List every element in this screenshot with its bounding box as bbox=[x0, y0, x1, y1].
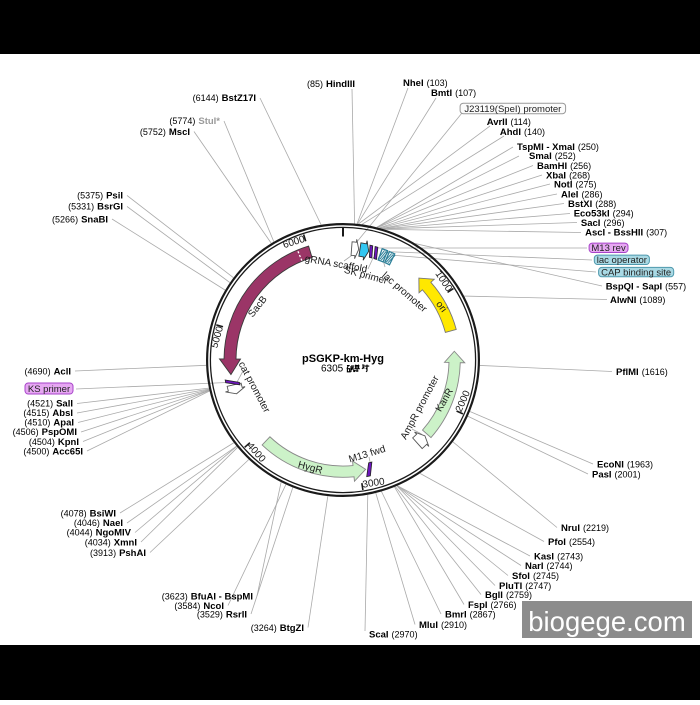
svg-text:(4510)ApaI: (4510) ApaI bbox=[24, 418, 74, 429]
svg-text:(3529)RsrII: (3529) RsrII bbox=[197, 609, 247, 620]
svg-text:3000: 3000 bbox=[362, 476, 386, 490]
svg-text:NotI(275): NotI (275) bbox=[554, 179, 596, 190]
svg-text:NruI(2219): NruI (2219) bbox=[561, 523, 609, 534]
svg-text:(4044)NgoMIV: (4044) NgoMIV bbox=[67, 528, 132, 539]
svg-text:ori: ori bbox=[433, 299, 448, 315]
svg-text:(3264)BtgZI: (3264) BtgZI bbox=[251, 623, 304, 634]
svg-text:(3913)PshAI: (3913) PshAI bbox=[90, 548, 146, 559]
svg-text:PfoI(2554): PfoI (2554) bbox=[548, 537, 595, 548]
svg-text:AscI - BssHII(307): AscI - BssHII (307) bbox=[585, 228, 667, 239]
svg-text:XbaI(268): XbaI (268) bbox=[546, 170, 590, 181]
svg-text:AlwNI(1089): AlwNI (1089) bbox=[610, 295, 665, 306]
svg-text:MluI(2910): MluI (2910) bbox=[419, 620, 467, 631]
svg-text:PluTI(2747): PluTI (2747) bbox=[499, 581, 551, 592]
svg-text:(4506)PspOMI: (4506) PspOMI bbox=[13, 427, 77, 438]
svg-text:PasI(2001): PasI (2001) bbox=[592, 469, 641, 480]
svg-text:(4504)KpnI: (4504) KpnI bbox=[29, 437, 79, 448]
svg-text:lac operator: lac operator bbox=[597, 255, 647, 266]
svg-text:biogege.com: biogege.com bbox=[528, 606, 685, 637]
svg-text:(4690)AclI: (4690) AclI bbox=[25, 366, 71, 377]
svg-text:PflMI(1616): PflMI (1616) bbox=[616, 367, 668, 378]
svg-text:AleI(286): AleI (286) bbox=[561, 189, 602, 200]
svg-text:(5375)PsiI: (5375) PsiI bbox=[77, 190, 123, 201]
svg-text:SacI(296): SacI (296) bbox=[581, 218, 625, 229]
svg-text:(85)HindIII: (85) HindIII bbox=[307, 79, 355, 90]
svg-text:BglI(2759): BglI (2759) bbox=[485, 590, 532, 601]
svg-text:Eco53kI(294): Eco53kI (294) bbox=[574, 209, 634, 220]
svg-text:(3584)NcoI: (3584) NcoI bbox=[174, 601, 224, 612]
svg-text:KasI(2743): KasI (2743) bbox=[534, 551, 583, 562]
svg-text:NheI(103): NheI (103) bbox=[403, 78, 448, 89]
svg-text:pSGKP-km-Hyg: pSGKP-km-Hyg bbox=[302, 353, 384, 365]
svg-text:BspQI - SapI(557): BspQI - SapI (557) bbox=[606, 281, 687, 292]
svg-text:(5266)SnaBI: (5266) SnaBI bbox=[52, 214, 108, 225]
svg-text:(5331)BsrGI: (5331) BsrGI bbox=[68, 201, 123, 212]
svg-text:(4515)AbsI: (4515) AbsI bbox=[23, 408, 73, 419]
svg-text:SmaI(252): SmaI (252) bbox=[529, 151, 576, 162]
svg-text:FspI(2766): FspI (2766) bbox=[468, 600, 517, 611]
svg-text:SfoI(2745): SfoI (2745) bbox=[512, 571, 559, 582]
svg-text:M13 rev: M13 rev bbox=[591, 243, 626, 254]
svg-text:AvrII(114): AvrII (114) bbox=[487, 117, 531, 128]
svg-text:BamHI(256): BamHI (256) bbox=[537, 161, 591, 172]
svg-text:CAP binding site: CAP binding site bbox=[601, 268, 671, 279]
svg-text:BmrI(2867): BmrI (2867) bbox=[445, 609, 496, 620]
svg-text:BmtI(107): BmtI (107) bbox=[431, 88, 476, 99]
svg-text:(4046)NaeI: (4046) NaeI bbox=[74, 518, 123, 529]
svg-text:(4500)Acc65I: (4500) Acc65I bbox=[23, 447, 83, 458]
svg-text:(4034)XmnI: (4034) XmnI bbox=[85, 537, 137, 548]
svg-text:6305: 6305 bbox=[321, 364, 344, 375]
svg-text:J23119(SpeI) promoter: J23119(SpeI) promoter bbox=[464, 104, 561, 115]
svg-text:(3623)BfuAI - BspMI: (3623) BfuAI - BspMI bbox=[162, 591, 253, 602]
svg-text:(6144)BstZ17I: (6144) BstZ17I bbox=[193, 93, 256, 104]
svg-text:(4078)BsiWI: (4078) BsiWI bbox=[61, 508, 116, 519]
svg-text:NarI(2744): NarI (2744) bbox=[525, 561, 573, 572]
svg-text:ScaI(2970): ScaI (2970) bbox=[369, 629, 418, 640]
svg-text:BstXI(288): BstXI (288) bbox=[568, 199, 616, 210]
svg-text:(5774)StuI*: (5774) StuI* bbox=[169, 116, 220, 127]
svg-text:TspMI - XmaI(250): TspMI - XmaI (250) bbox=[517, 142, 599, 153]
svg-text:(5752)MscI: (5752) MscI bbox=[140, 127, 190, 138]
svg-text:EcoNI(1963): EcoNI (1963) bbox=[597, 459, 653, 470]
svg-text:(4521)SalI: (4521) SalI bbox=[27, 398, 73, 409]
svg-text:KS primer: KS primer bbox=[28, 384, 70, 395]
svg-text:AhdI(140): AhdI (140) bbox=[500, 127, 545, 138]
